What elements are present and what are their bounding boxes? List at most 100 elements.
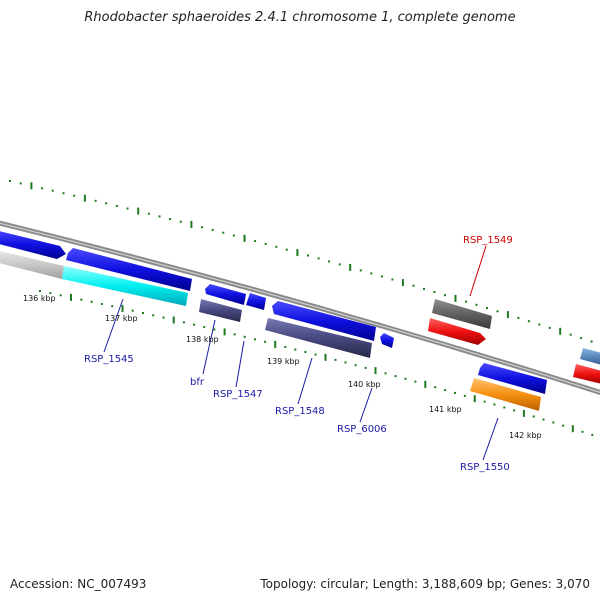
- gene-label-rsp-6006[interactable]: RSP_6006: [337, 424, 387, 435]
- minor-tick: [317, 257, 320, 260]
- minor-tick: [41, 187, 44, 190]
- minor-tick: [338, 263, 341, 266]
- minor-tick: [423, 287, 425, 290]
- minor-tick: [434, 386, 437, 389]
- gene-arrow-orange[interactable]: [470, 378, 541, 411]
- minor-tick: [463, 394, 466, 397]
- minor-tick: [444, 294, 446, 297]
- minor-tick: [100, 303, 103, 305]
- minor-tick: [483, 400, 486, 403]
- gene-arrow-slate[interactable]: [199, 299, 242, 322]
- minor-tick: [465, 300, 467, 303]
- topology-summary: Topology: circular; Length: 3,188,609 bp…: [260, 577, 590, 591]
- minor-tick: [394, 375, 397, 378]
- minor-tick: [111, 305, 114, 308]
- gene-arrow-gray[interactable]: [432, 299, 492, 329]
- minor-tick: [59, 294, 62, 297]
- minor-tick: [294, 348, 297, 351]
- gene-label-rsp-1545[interactable]: RSP_1545: [84, 354, 134, 365]
- minor-tick: [548, 326, 551, 329]
- minor-tick: [201, 226, 203, 229]
- gene-arrow-steel[interactable]: [580, 348, 600, 365]
- gene-arrow-blue[interactable]: [380, 333, 394, 348]
- minor-tick: [158, 215, 161, 218]
- accession-text: Accession: NC_007493: [10, 577, 147, 591]
- major-tick: [70, 293, 72, 301]
- minor-tick: [496, 310, 499, 313]
- minor-tick: [264, 242, 267, 245]
- minor-tick: [412, 284, 415, 287]
- major-tick: [374, 367, 377, 375]
- leader-line-bfr: [202, 319, 216, 375]
- gene-arrow-cyan[interactable]: [62, 266, 188, 306]
- minor-tick: [169, 218, 172, 220]
- major-tick: [296, 249, 299, 257]
- minor-tick: [590, 340, 593, 343]
- minor-tick: [193, 323, 196, 326]
- minor-tick: [538, 323, 541, 326]
- minor-tick: [433, 291, 436, 293]
- minor-tick: [517, 316, 520, 319]
- minor-tick: [486, 307, 488, 310]
- inner-tick-row: [39, 290, 594, 436]
- minor-tick: [131, 309, 134, 312]
- tick-label: 141 kbp: [429, 405, 462, 414]
- minor-tick: [475, 303, 478, 306]
- minor-tick: [304, 351, 307, 353]
- major-tick: [30, 182, 33, 190]
- minor-tick: [182, 321, 185, 324]
- minor-tick: [80, 298, 83, 301]
- major-tick: [274, 340, 277, 348]
- minor-tick: [51, 189, 54, 192]
- tick-label: 140 kbp: [348, 380, 381, 389]
- gene-label-rsp-1550[interactable]: RSP_1550: [460, 462, 510, 473]
- major-tick: [172, 316, 175, 324]
- gene-features: [0, 230, 600, 411]
- minor-tick: [562, 424, 565, 427]
- gene-arrow-blue[interactable]: [272, 301, 376, 341]
- gene-arrow-light-gray[interactable]: [0, 250, 64, 279]
- major-tick: [473, 395, 476, 403]
- gene-arrow-blue[interactable]: [205, 284, 246, 305]
- minor-tick: [581, 430, 584, 433]
- minor-tick: [147, 212, 150, 215]
- minor-tick: [211, 228, 214, 231]
- minor-tick: [179, 220, 182, 223]
- gene-arrow-slate[interactable]: [265, 318, 372, 358]
- major-tick: [324, 353, 327, 361]
- major-tick: [190, 220, 193, 228]
- minor-tick: [503, 406, 506, 409]
- minor-tick: [233, 333, 236, 336]
- major-tick: [559, 327, 562, 335]
- gene-label-rsp-1549[interactable]: RSP_1549: [463, 235, 513, 246]
- minor-tick: [90, 300, 93, 303]
- minor-tick: [254, 338, 256, 341]
- minor-tick: [354, 364, 357, 367]
- minor-tick: [580, 337, 583, 340]
- outer-tick-row: [9, 180, 593, 343]
- leader-line-rsp-6006: [359, 387, 373, 423]
- minor-tick: [454, 391, 456, 394]
- gene-label-rsp-1547[interactable]: RSP_1547: [213, 389, 263, 400]
- gene-arrow-blue[interactable]: [478, 363, 547, 394]
- gene-label-bfr[interactable]: bfr: [190, 377, 205, 388]
- minor-tick: [542, 418, 545, 421]
- minor-tick: [285, 248, 288, 251]
- gene-arrow-blue[interactable]: [0, 230, 66, 259]
- gene-arrow-red[interactable]: [573, 364, 600, 384]
- minor-tick: [203, 326, 206, 329]
- minor-tick: [9, 180, 11, 182]
- gene-label-rsp-1548[interactable]: RSP_1548: [275, 406, 325, 417]
- minor-tick: [264, 340, 267, 343]
- gene-arrow-blue[interactable]: [246, 293, 266, 310]
- gene-arrow-blue[interactable]: [66, 248, 192, 291]
- minor-tick: [142, 312, 144, 314]
- minor-tick: [552, 421, 555, 424]
- minor-tick: [493, 403, 496, 406]
- minor-tick: [380, 275, 383, 278]
- major-tick: [522, 409, 525, 417]
- tick-label: 142 kbp: [509, 431, 542, 440]
- minor-tick: [49, 292, 52, 295]
- gene-arrow-red[interactable]: [428, 318, 486, 345]
- minor-tick: [359, 269, 362, 272]
